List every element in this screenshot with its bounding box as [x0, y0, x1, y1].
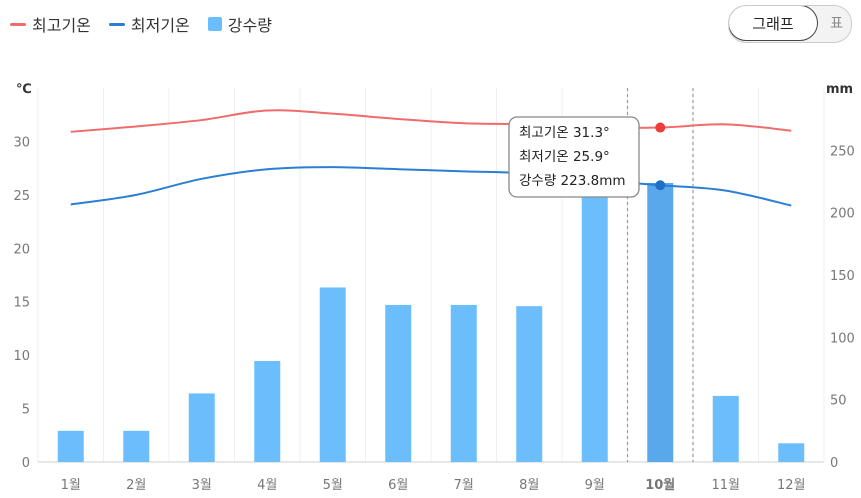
- tooltip-box: [508, 116, 640, 198]
- precip-bar[interactable]: [57, 430, 84, 462]
- left-axis-tick: 30: [13, 135, 30, 150]
- precip-bar[interactable]: [778, 443, 805, 462]
- right-axis-tick: 0: [830, 456, 838, 471]
- view-toggle: 그래프 표: [728, 5, 852, 43]
- max-temp-line: [70, 109, 792, 133]
- right-axis-unit: mm: [826, 82, 853, 97]
- x-axis-tick: 6월: [388, 478, 408, 493]
- precip-bar[interactable]: [712, 395, 739, 462]
- left-axis-tick: 10: [13, 349, 30, 364]
- min-temp-line: [70, 166, 792, 207]
- max-temp-point: [655, 122, 666, 133]
- x-axis-tick: 12월: [777, 478, 806, 493]
- x-axis-tick: 11월: [711, 478, 740, 493]
- precip-bar[interactable]: [450, 304, 477, 462]
- precip-bar[interactable]: [647, 182, 674, 462]
- x-axis-tick: 10월: [645, 477, 675, 493]
- left-axis-unit: ℃: [16, 82, 32, 97]
- tooltip-precip: 강수량 223.8mm: [519, 173, 626, 189]
- x-axis-tick: 8월: [519, 478, 539, 493]
- max-temp-swatch: [10, 22, 26, 26]
- min-temp-swatch: [108, 22, 125, 26]
- left-axis-tick: 15: [13, 296, 30, 311]
- temp-lines: [70, 109, 792, 207]
- tooltip-max: 최고기온 31.3°: [519, 125, 610, 141]
- precip-bar[interactable]: [516, 306, 543, 462]
- chart-legend: 최고기온 최저기온 강수량: [10, 12, 272, 36]
- min-temp-point: [655, 180, 666, 191]
- left-axis-tick: 20: [13, 242, 30, 257]
- legend-item-precip[interactable]: 강수량: [207, 12, 272, 36]
- right-axis-tick: 200: [830, 207, 855, 222]
- x-axis-tick: 2월: [126, 478, 146, 493]
- x-axis-tick: 4월: [257, 478, 277, 493]
- precip-bar[interactable]: [188, 393, 215, 462]
- left-axis-tick: 25: [13, 189, 30, 204]
- table-view-button[interactable]: 표: [830, 16, 843, 32]
- right-axis-tick: 150: [830, 269, 855, 284]
- precip-bar[interactable]: [319, 287, 346, 462]
- precip-bar[interactable]: [123, 430, 150, 462]
- grid-lines: [37, 88, 825, 463]
- x-axis-tick: 3월: [192, 478, 212, 493]
- axes: ℃ mm 0 5 10 15 20 25 30 0 50 100 150 200 250 1월 2월 3월 4월…: [13, 82, 854, 493]
- graph-view-button[interactable]: 그래프: [729, 6, 818, 41]
- x-axis-tick: 1월: [61, 478, 81, 493]
- precip-bar[interactable]: [385, 304, 412, 462]
- precip-swatch: [207, 17, 222, 31]
- x-axis-tick: 7월: [454, 478, 474, 493]
- x-axis-tick: 5월: [323, 478, 343, 493]
- right-axis-tick: 50: [830, 394, 847, 409]
- legend-label-max-temp: 최고기온: [32, 16, 91, 35]
- legend-label-precip: 강수량: [227, 16, 272, 35]
- right-axis-tick: 100: [830, 331, 855, 346]
- legend-label-min-temp: 최저기온: [130, 16, 190, 35]
- precip-bar[interactable]: [254, 361, 281, 462]
- tooltip-min: 최저기온 25.9°: [519, 149, 610, 165]
- tooltip: 최고기온 31.3° 최저기온 25.9° 강수량 223.8mm: [508, 116, 640, 198]
- precip-bar[interactable]: [581, 183, 608, 462]
- left-axis-tick: 0: [22, 456, 30, 471]
- right-axis-tick: 250: [830, 144, 855, 159]
- x-axis-tick: 9월: [585, 478, 605, 493]
- precip-bars: [57, 182, 805, 462]
- legend-item-max-temp[interactable]: 최고기온: [10, 12, 91, 36]
- left-axis-tick: 5: [22, 403, 30, 418]
- legend-item-min-temp[interactable]: 최저기온: [108, 12, 190, 36]
